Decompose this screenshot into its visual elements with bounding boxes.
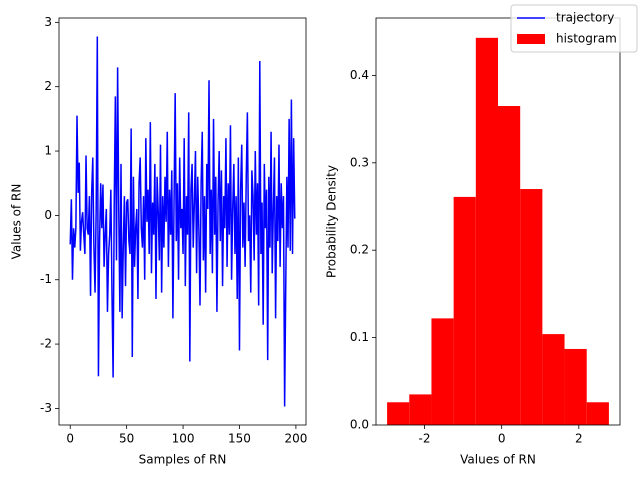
y-tick-label: 3 [44, 15, 52, 29]
y-tick-label: 1 [44, 144, 52, 158]
histogram-bar [586, 402, 609, 425]
histogram-bar [387, 402, 410, 425]
x-axis-label: Values of RN [460, 453, 536, 467]
y-tick-label: 0.1 [350, 330, 369, 344]
histogram-bar [564, 348, 587, 425]
x-tick-label: 50 [119, 432, 134, 446]
x-tick-label: 2 [575, 432, 583, 446]
y-tick-label: 0 [44, 208, 52, 222]
y-tick-label: 0.2 [350, 243, 369, 257]
histogram-bar [542, 334, 565, 425]
histogram-bar [431, 318, 454, 425]
axes-frame [375, 17, 621, 426]
legend-label: trajectory [556, 11, 614, 25]
y-axis-label: Values of RN [10, 184, 24, 260]
x-axis-label: Samples of RN [139, 453, 227, 467]
legend-patch [517, 34, 545, 44]
x-tick-label: 0 [498, 432, 506, 446]
axes-frame [58, 17, 307, 426]
y-tick-label: 0.3 [350, 155, 369, 169]
histogram-bar [453, 196, 476, 425]
histogram-bar [475, 37, 498, 425]
legend-label: histogram [556, 32, 617, 46]
y-tick-label: -2 [40, 337, 52, 351]
x-tick-label: 150 [228, 432, 251, 446]
y-tick-label: 2 [44, 79, 52, 93]
x-tick-label: 100 [172, 432, 195, 446]
y-tick-label: 0.4 [350, 68, 369, 82]
y-tick-label: 0.0 [350, 418, 369, 432]
y-tick-label: -1 [40, 272, 52, 286]
histogram-bar [520, 189, 543, 425]
y-axis-label: Probability Density [325, 165, 339, 278]
x-tick-label: 200 [284, 432, 307, 446]
y-tick-label: -3 [40, 401, 52, 415]
histogram-bar [498, 106, 521, 426]
histogram-bar [409, 394, 432, 425]
trajectory-line [69, 36, 296, 407]
x-tick-label: 0 [66, 432, 74, 446]
x-tick-label: -2 [419, 432, 431, 446]
